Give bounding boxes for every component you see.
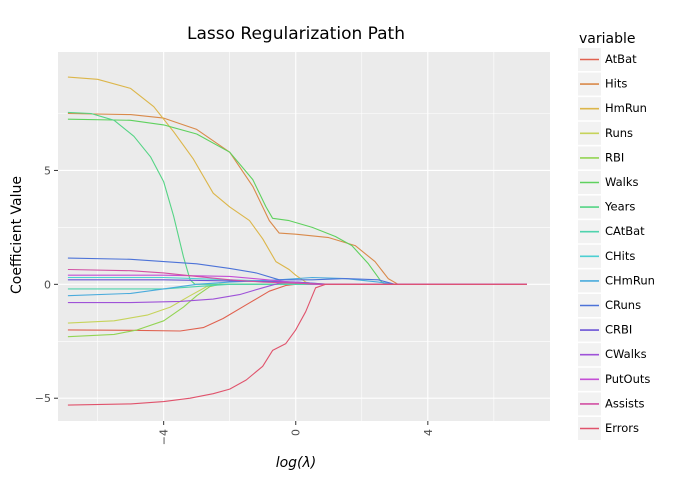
series-line-assists [67, 268, 527, 285]
minor-gridlines [58, 52, 550, 421]
legend-item-rbi: RBI [578, 146, 624, 170]
legend-item-cruns: CRuns [578, 294, 641, 317]
x-tick-label: 0 [290, 429, 303, 436]
legend-label: CAtBat [605, 224, 645, 238]
legend-item-runs: Runs [578, 121, 633, 145]
plot-panel [58, 52, 550, 421]
legend-label: Runs [605, 126, 633, 140]
legend: variable AtBat Hits HmRun Runs RBI Walks Years… [578, 31, 655, 440]
chart-title: Lasso Regularization Path [187, 24, 405, 44]
series-line-hits [67, 112, 527, 285]
legend-label: Years [604, 200, 635, 214]
y-tick-label: −5 [35, 392, 51, 405]
legend-label: HmRun [605, 101, 647, 115]
series-line-years [67, 111, 527, 285]
legend-label: CHits [605, 249, 635, 263]
legend-item-years: Years [578, 195, 635, 219]
legend-item-atbat: AtBat [578, 48, 637, 71]
y-axis-title: Coefficient Value [9, 176, 25, 294]
legend-item-chits: CHits [578, 244, 635, 268]
series-lines [67, 76, 527, 406]
x-axis: −4 0 4 [158, 421, 435, 445]
legend-label: CRBI [605, 323, 632, 337]
legend-item-chmrun: CHmRun [578, 269, 655, 293]
legend-item-errors: Errors [578, 417, 639, 440]
legend-item-hits: Hits [578, 72, 627, 96]
legend-label: CRuns [605, 298, 641, 312]
legend-label: Assists [605, 396, 645, 410]
series-line-cruns [67, 257, 527, 285]
y-tick-label: 5 [44, 164, 51, 177]
legend-label: Errors [605, 421, 639, 435]
legend-item-walks: Walks [578, 171, 639, 194]
legend-label: Walks [605, 175, 639, 189]
legend-item-hmrun: HmRun [578, 97, 647, 121]
legend-label: CHmRun [605, 273, 655, 287]
legend-label: PutOuts [605, 372, 650, 386]
y-axis: −5 0 5 [35, 164, 58, 405]
series-line-atbat [67, 283, 527, 332]
legend-item-catbat: CAtBat [578, 220, 645, 244]
legend-item-cwalks: CWalks [578, 343, 647, 367]
series-line-walks [67, 118, 527, 285]
legend-label: CWalks [605, 347, 647, 361]
y-tick-label: 0 [44, 278, 51, 291]
x-tick-label: −4 [158, 429, 171, 445]
legend-item-putouts: PutOuts [578, 367, 650, 391]
x-tick-label: 4 [422, 429, 435, 436]
legend-label: AtBat [605, 52, 637, 66]
legend-label: RBI [605, 150, 624, 164]
legend-title: variable [579, 31, 635, 47]
series-line-errors [67, 283, 527, 406]
legend-item-assists: Assists [578, 392, 645, 416]
legend-item-crbi: CRBI [578, 318, 632, 342]
x-axis-title: log(λ) [276, 455, 317, 471]
legend-label: Hits [605, 77, 627, 91]
